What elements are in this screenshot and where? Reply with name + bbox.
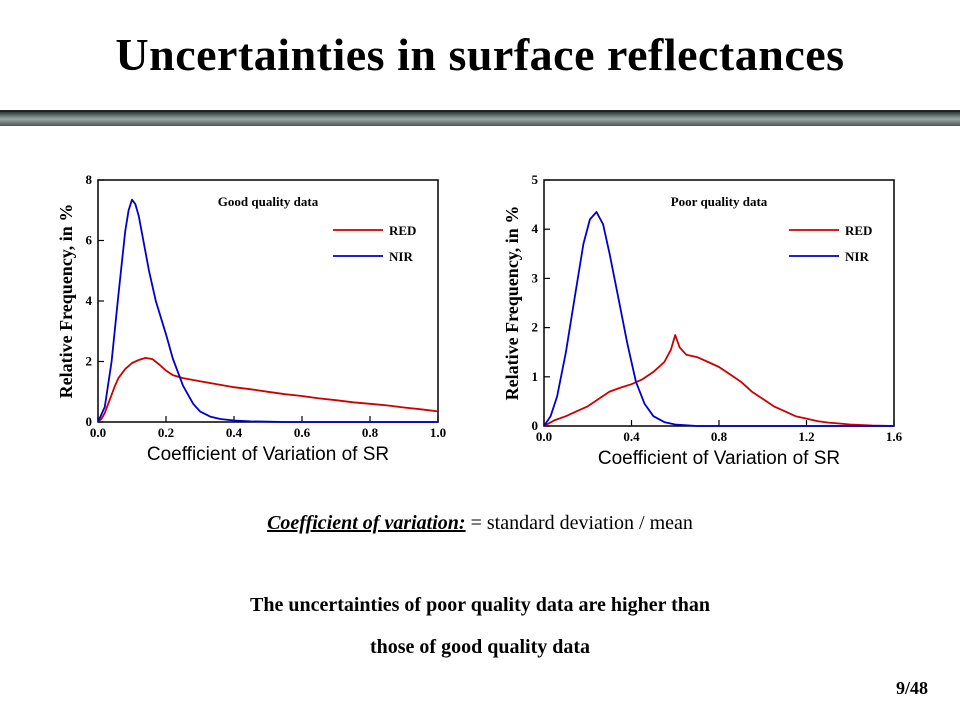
plot-frame [543,179,895,427]
title-divider [0,110,960,126]
x-tick-label: 1.0 [430,425,446,440]
series-line-nir [97,198,438,423]
x-tick-label: 0.4 [623,429,640,444]
x-tick-label: 1.6 [886,429,903,444]
chart-poor-quality: 0.0 0.4 0.8 1.2 1.6 0 1 2 3 4 5 Coefficient of Vari… [492,168,912,488]
series-line-red [543,334,895,427]
series-line-red [97,356,439,423]
chart-title: Poor quality data [671,194,768,209]
cv-term: Coefficient of variation: [267,512,466,534]
chart-good-quality: 0.0 0.2 0.4 0.6 0.8 1.0 0 2 4 6 8 Coefficient of Va… [40,168,460,478]
series-line-nir [543,211,894,427]
chart-good-svg: 0.0 0.2 0.4 0.6 0.8 1.0 0 2 4 6 8 Coefficient of Va… [56,172,446,465]
x-tick-label: 0.6 [294,425,311,440]
conclusion-line-2: those of good quality data [369,636,591,658]
y-tick-label: 4 [532,221,539,236]
y-tick-label: 2 [532,320,539,335]
slide-title: Uncertainties in surface reflectances [115,29,845,80]
x-axis-label: Coefficient of Variation of SR [147,444,389,465]
legend-label: NIR [389,249,413,264]
x-tick-label: 1.2 [798,429,814,444]
y-tick-label: 0 [86,414,93,429]
plot-frame [97,179,439,423]
y-tick-label: 0 [532,418,539,433]
x-axis-label: Coefficient of Variation of SR [598,448,840,469]
x-tick-label: 0.8 [362,425,379,440]
legend-label: RED [389,223,416,238]
x-tick-label: 0.4 [226,425,243,440]
y-tick-label: 6 [86,233,93,248]
x-tick-label: 0.0 [536,429,552,444]
y-axis-label: Relative Frequency, in % [502,206,522,401]
y-tick-label: 3 [532,270,539,285]
cv-formula: = standard deviation / mean [465,512,693,534]
conclusion-line-1: The uncertainties of poor quality data a… [249,594,711,616]
legend-label: NIR [845,249,869,264]
legend-label: RED [845,223,872,238]
x-tick-label: 0.0 [90,425,106,440]
y-tick-label: 5 [532,172,539,187]
chart-poor-svg: 0.0 0.4 0.8 1.2 1.6 0 1 2 3 4 5 Coefficient of Vari… [502,172,903,469]
y-axis-label: Relative Frequency, in % [56,204,76,399]
chart-title: Good quality data [218,194,319,209]
x-tick-label: 0.8 [711,429,728,444]
y-tick-label: 2 [86,354,93,369]
cv-definition: Coefficient of variation: = standard dev… [0,512,960,535]
y-tick-label: 4 [86,293,93,308]
x-tick-label: 0.2 [158,425,174,440]
y-tick-label: 1 [532,369,539,384]
page-number: 9/48 [895,678,928,698]
y-tick-label: 8 [86,172,93,187]
